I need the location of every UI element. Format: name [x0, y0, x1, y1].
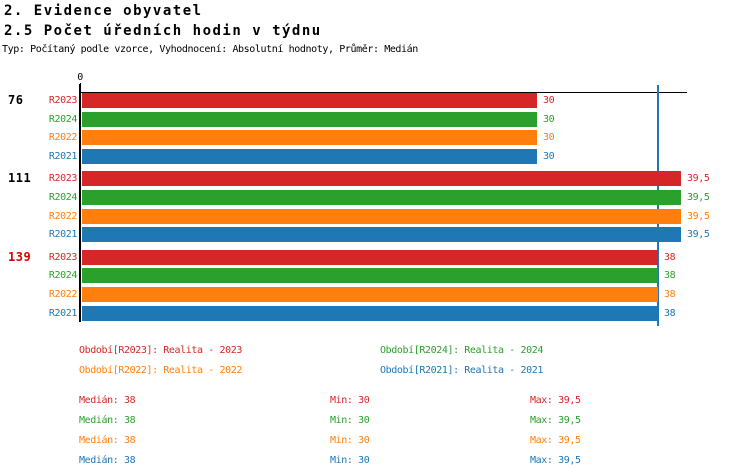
stat-median-r2023: Medián: 38: [79, 395, 136, 406]
bar: [82, 268, 658, 283]
legend-item-r2023: Období[R2023]: Realita - 2023: [79, 345, 242, 356]
x-axis-zero-tick-label: 0: [77, 72, 83, 83]
bar-value-label: 39,5: [687, 211, 710, 222]
stat-min-r2023: Min: 30: [330, 395, 370, 406]
bar-row-label: R2022: [48, 211, 78, 222]
bar-value-label: 38: [664, 308, 676, 319]
bar: [82, 171, 681, 186]
stat-min-r2021: Min: 30: [330, 455, 370, 466]
bar-value-label: 38: [664, 270, 676, 281]
bar: [82, 190, 681, 205]
bar-row-label: R2021: [48, 308, 78, 319]
bar-row-label: R2024: [48, 270, 78, 281]
stat-min-r2024: Min: 30: [330, 415, 370, 426]
bar-value-label: 38: [664, 252, 676, 263]
group-label: 139: [8, 250, 32, 264]
legend-item-r2021: Období[R2021]: Realita - 2021: [380, 365, 543, 376]
bar: [82, 130, 537, 145]
bar: [82, 306, 658, 321]
stat-median-r2022: Medián: 38: [79, 435, 136, 446]
stat-max-r2021: Max: 39,5: [530, 455, 581, 466]
group-label: 76: [8, 93, 24, 107]
stat-min-r2022: Min: 30: [330, 435, 370, 446]
bar-value-label: 30: [543, 151, 555, 162]
bar: [82, 112, 537, 127]
stat-max-r2023: Max: 39,5: [530, 395, 581, 406]
bar: [82, 287, 658, 302]
bar: [82, 250, 658, 265]
bar: [82, 227, 681, 242]
bar-row-label: R2024: [48, 192, 78, 203]
legend-item-r2024: Období[R2024]: Realita - 2024: [380, 345, 543, 356]
stat-median-r2024: Medián: 38: [79, 415, 136, 426]
legend-item-r2022: Období[R2022]: Realita - 2022: [79, 365, 242, 376]
bar-row-label: R2023: [48, 252, 78, 263]
stat-max-r2024: Max: 39,5: [530, 415, 581, 426]
bar-row-label: R2022: [48, 132, 78, 143]
group-label: 111: [8, 171, 32, 185]
bar-row-label: R2023: [48, 95, 78, 106]
bar-value-label: 39,5: [687, 192, 710, 203]
median-reference-line: [657, 85, 659, 326]
bar-value-label: 38: [664, 289, 676, 300]
bar-row-label: R2023: [48, 173, 78, 184]
bar: [82, 93, 537, 108]
report-title: 2. Evidence obyvatel: [4, 3, 203, 19]
bar-row-label: R2024: [48, 114, 78, 125]
stat-max-r2022: Max: 39,5: [530, 435, 581, 446]
chart-meta-line: Typ: Počítaný podle vzorce, Vyhodnocení:…: [2, 44, 418, 55]
chart-plot: 0 R2023 30 R2024 30 R2022 30 R2021 30 76 R2023 39,…: [8, 72, 710, 326]
bar-row-label: R2021: [48, 229, 78, 240]
bar: [82, 149, 537, 164]
bar-value-label: 30: [543, 114, 555, 125]
bar-value-label: 30: [543, 132, 555, 143]
bar-value-label: 39,5: [687, 229, 710, 240]
chart-title: 2.5 Počet úředních hodin v týdnu: [4, 23, 322, 39]
bar-row-label: R2022: [48, 289, 78, 300]
y-axis-line: [79, 84, 81, 322]
bar-value-label: 30: [543, 95, 555, 106]
bar-row-label: R2021: [48, 151, 78, 162]
stat-median-r2021: Medián: 38: [79, 455, 136, 466]
bar-value-label: 39,5: [687, 173, 710, 184]
bar: [82, 209, 681, 224]
chart-top-frame-line: [80, 92, 687, 93]
